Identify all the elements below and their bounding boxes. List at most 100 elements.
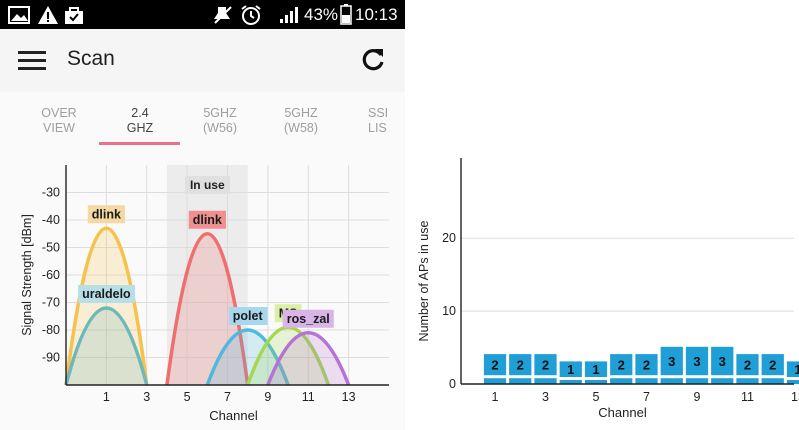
tab-5ghz-w58-line2: (W58)	[283, 121, 319, 135]
ap-bar: 2	[534, 354, 557, 384]
ap-bar-base	[736, 378, 759, 384]
network-label: dlink	[188, 210, 226, 229]
network-label-bg	[282, 309, 334, 328]
mute-icon	[212, 0, 234, 29]
signal-curve	[266, 331, 351, 386]
y-tick-label: 0	[449, 377, 456, 391]
network-label: uraldelo	[78, 285, 136, 303]
tab-overview[interactable]: OVER VIEW	[30, 92, 88, 150]
app-bar: Scan	[0, 29, 405, 92]
x-tick-label: 9	[694, 390, 701, 404]
ap-bar-base	[761, 378, 784, 384]
network-label-bg	[78, 285, 136, 303]
x-tick-label: 5	[184, 390, 191, 404]
x-axis-label: Channel	[598, 405, 647, 420]
refresh-icon[interactable]	[360, 47, 386, 73]
network-name: dlink	[92, 207, 121, 221]
signal-curve	[64, 226, 149, 386]
tab-ssid-list[interactable]: SSI LIS	[360, 92, 405, 150]
ap-bar-top	[635, 354, 658, 376]
network-label-bg	[87, 205, 126, 224]
y-tick-label: -50	[42, 241, 60, 255]
signal-icon	[279, 0, 299, 29]
ap-bar-label: 2	[769, 358, 776, 373]
ap-bar-top	[685, 346, 709, 376]
network-label-bg	[228, 307, 268, 325]
ap-bar-base	[635, 378, 658, 384]
x-tick-label: 9	[264, 390, 271, 404]
y-tick-label: -30	[42, 186, 60, 200]
ap-bar-label: 3	[668, 354, 675, 369]
ap-bar-base	[786, 380, 799, 384]
y-tick-label: -70	[42, 296, 60, 310]
y-tick-label: -90	[42, 351, 60, 365]
ap-bar-label: 1	[567, 362, 574, 377]
ap-bar-base	[559, 380, 582, 384]
x-tick-label: 7	[643, 390, 650, 404]
y-tick-label: 20	[442, 231, 456, 245]
tab-5ghz-w56[interactable]: 5GHZ (W56)	[190, 92, 250, 150]
ap-bar: 3	[660, 346, 683, 384]
in-use-label: In use	[190, 178, 225, 192]
network-label: dlink	[87, 205, 126, 224]
ap-bar-top	[736, 354, 759, 376]
tab-5ghz-w56-line2: (W56)	[202, 121, 238, 135]
signal-curve	[64, 306, 149, 386]
ap-bar-base	[711, 378, 734, 384]
x-tick-label: 5	[593, 390, 600, 404]
ap-bar: 1	[584, 361, 608, 384]
ap-bar-top	[660, 346, 683, 376]
ap-bar-base	[483, 378, 507, 384]
image-icon	[8, 0, 30, 29]
ap-bar: 2	[483, 354, 507, 384]
tab-5ghz-w56-line1: 5GHZ	[203, 106, 237, 120]
network-name: ros_zal	[287, 312, 330, 326]
network-label: polet	[228, 307, 268, 325]
tab-5ghz-w58-line1: 5GHZ	[284, 106, 318, 120]
tab-5ghz-w58[interactable]: 5GHZ (W58)	[271, 92, 331, 150]
network-label: ros_zal	[282, 309, 334, 328]
network-label-bg	[188, 210, 226, 229]
ap-bar-top	[534, 354, 557, 376]
y-axis-label: Signal Strength [dBm]	[20, 214, 34, 336]
ap-bar-top	[584, 361, 608, 377]
tab-2-4ghz-line2: GHZ	[126, 121, 154, 135]
ap-bar: 2	[635, 354, 658, 384]
ap-bar-base	[534, 378, 557, 384]
in-use-label-bg	[184, 176, 230, 194]
active-tab-indicator	[99, 142, 180, 145]
ap-bar-label: 3	[693, 354, 700, 369]
ap-bar-top	[610, 354, 633, 376]
ap-bar: 3	[711, 346, 734, 384]
ap-bar-label: 2	[618, 358, 625, 373]
ap-bar: 2	[761, 354, 784, 384]
ap-bar-label: 2	[643, 358, 650, 373]
network-name: dlink	[193, 213, 222, 227]
ap-bar: 3	[685, 346, 709, 384]
ap-bar-base	[610, 378, 633, 384]
tab-overview-line1: OVER	[41, 106, 77, 120]
x-tick-label: 1	[492, 390, 499, 404]
ap-bar-label: 1	[794, 362, 799, 377]
alarm-icon	[240, 0, 262, 29]
ap-bar-label: 2	[517, 358, 524, 373]
tab-ssid-list-line2: LIS	[368, 121, 387, 135]
clock: 10:13	[355, 4, 398, 24]
phone-screen: 43% 10:13 Scan OVER VIEW 2.4 GHZ 5GHZ (W…	[0, 0, 405, 430]
x-tick-label: 1	[103, 390, 110, 404]
ap-bar-label: 2	[491, 358, 498, 373]
hamburger-icon[interactable]	[18, 49, 46, 71]
x-tick-label: 3	[143, 390, 150, 404]
y-tick-label: -60	[42, 268, 60, 282]
tab-2-4ghz[interactable]: 2.4 GHZ	[100, 92, 180, 150]
ap-bar-top	[509, 354, 532, 376]
tab-2-4ghz-line1: 2.4	[131, 106, 149, 120]
ap-bar-base	[584, 380, 608, 384]
warning-icon	[37, 0, 59, 29]
ap-bar-base	[509, 378, 532, 384]
shopping-bag-icon	[64, 0, 84, 29]
x-tick-label: 11	[302, 390, 315, 404]
battery-icon	[340, 0, 352, 29]
x-tick-label: 11	[741, 390, 754, 404]
signal-strength-chart: -30-40-50-60-70-80-901 3 5 7 9 11 13 dlinkural…	[0, 150, 405, 430]
